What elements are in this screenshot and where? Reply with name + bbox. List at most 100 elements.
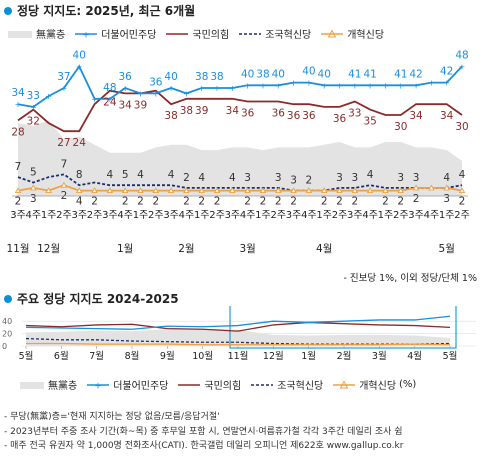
dp-point: + — [428, 79, 435, 88]
reform-label: 2 — [91, 196, 98, 208]
x-tick-label: 11월 — [228, 350, 249, 362]
dp-line — [17, 64, 463, 108]
reform-label: 2 — [459, 196, 466, 208]
ppp-label: 36 — [241, 108, 255, 120]
reform-label: 2 — [260, 196, 267, 208]
chart1-title: 정당 지지도: 2025년, 최근 6개월 — [4, 2, 195, 19]
dp-label: 36 — [118, 71, 132, 83]
recent-highlight-box — [229, 306, 457, 349]
dp-point: + — [30, 103, 37, 112]
x-tick-label: 1주 — [255, 210, 271, 221]
x-tick-label: 2주 — [393, 210, 409, 221]
x-tick-label: 4주 — [301, 210, 317, 221]
reform-line — [17, 184, 463, 192]
dp-label: 40 — [164, 71, 177, 83]
reform-point — [397, 187, 405, 194]
ppp-label: 36 — [287, 110, 301, 122]
x-tick-label: 2주 — [332, 210, 348, 221]
month-label: 4월 — [316, 243, 332, 255]
chart2-legend: 無黨층 + 더불어민주당 국민의힘 조국혁신당 개혁신당 (%) — [20, 377, 426, 392]
x-tick-label: 4주 — [362, 210, 378, 221]
dp-line — [25, 315, 451, 330]
reform-point — [229, 187, 236, 194]
rebuild-label: 3 — [413, 172, 420, 184]
ppp-line — [25, 321, 451, 332]
dp-label: 40 — [73, 49, 86, 61]
dp-point: + — [244, 81, 251, 90]
x-tick-label: 12월 — [263, 350, 284, 362]
dp-point: + — [459, 62, 466, 71]
ppp-label: 32 — [27, 116, 40, 128]
dp-point: + — [367, 81, 374, 90]
reform-point — [259, 187, 267, 194]
reform-label: 2 — [183, 196, 190, 208]
rebuild-line — [17, 173, 463, 192]
footnote: - 매주 전국 유권자 약 1,000명 전화조사(CATI). 한국갤럽 데일… — [4, 441, 404, 451]
legend-none: 無黨층 — [8, 26, 65, 41]
ppp-label: 27 — [57, 137, 70, 149]
ppp-label: 34 — [118, 99, 132, 111]
reform-point — [366, 187, 374, 194]
x-tick-label: 3주 — [347, 210, 363, 221]
x-tick-label: 2주 — [209, 210, 225, 221]
dp-label: 37 — [57, 71, 70, 83]
dp-point: + — [306, 79, 313, 88]
reform-point — [60, 181, 68, 188]
reform-point — [290, 187, 297, 194]
reform-point — [428, 184, 435, 191]
ppp-label: 30 — [394, 121, 407, 133]
ppp-label: 33 — [348, 108, 361, 120]
rebuild-label: 2 — [306, 175, 313, 187]
ppp-label: 34 — [409, 110, 423, 122]
reform-point — [336, 187, 343, 194]
dp-label: 41 — [363, 68, 376, 80]
y-tick-label: 20 — [2, 330, 12, 339]
rebuild-label: 5 — [122, 169, 129, 181]
x-tick-label: 1주 — [194, 210, 210, 221]
dp-label: 33 — [27, 90, 40, 102]
month-label: 3월 — [239, 243, 255, 255]
x-tick-label: 10월 — [192, 350, 213, 362]
rebuild-label: 7 — [15, 161, 22, 173]
dp-label: 38 — [210, 71, 223, 83]
legend2-ppp: 국민의힘 — [178, 381, 242, 392]
rebuild-label: 4 — [137, 169, 144, 181]
reform-label: 2 — [351, 196, 358, 208]
ppp-label: 36 — [302, 110, 316, 122]
x-tick-label: 5월 — [19, 350, 34, 362]
reform-point — [183, 187, 190, 194]
x-tick-label: 9월 — [160, 350, 175, 362]
reform-point — [305, 187, 313, 194]
reform-point — [167, 187, 175, 194]
chart2-plot: 0 20 40 5월 6월 7월 8월 9월 10월 11월 12월 1월 2월 3월 4월 5월 — [2, 306, 476, 362]
x-tick-label: 2주 — [270, 210, 286, 221]
x-tick-label: 3주 — [102, 210, 118, 221]
dp-point: + — [76, 62, 83, 71]
x-tick-label: 3주 — [71, 210, 87, 221]
reform-label: 2 — [397, 196, 404, 208]
x-tick-label: 5월 — [443, 350, 458, 362]
ppp-label: 38 — [180, 105, 193, 117]
reform-point — [198, 187, 205, 194]
reform-point — [443, 184, 450, 191]
x-tick-label: 1주 — [316, 210, 332, 221]
legend2-dp: + 더불어민주당 — [87, 381, 169, 392]
x-tick-label: 3주 — [163, 210, 179, 221]
legend-ppp: 국민의힘 — [166, 30, 230, 41]
dp-label: 40 — [272, 68, 285, 80]
rebuild-label: 4 — [168, 169, 175, 181]
reform-line — [26, 342, 451, 346]
reform-label: 3 — [30, 193, 37, 205]
ppp-line — [17, 89, 463, 133]
dp-point: + — [214, 84, 221, 93]
dp-point: + — [168, 84, 175, 93]
ppp-label: 36 — [333, 113, 347, 125]
reform-point — [30, 184, 37, 191]
reform-label: 2 — [198, 196, 205, 208]
x-tick-label: 3주 — [10, 210, 26, 221]
reform-label: 2 — [336, 196, 343, 208]
x-tick-label: 3주 — [286, 210, 302, 221]
rebuild-label: 3 — [336, 172, 343, 184]
reform-point — [213, 187, 221, 194]
ppp-label: 34 — [440, 110, 454, 122]
